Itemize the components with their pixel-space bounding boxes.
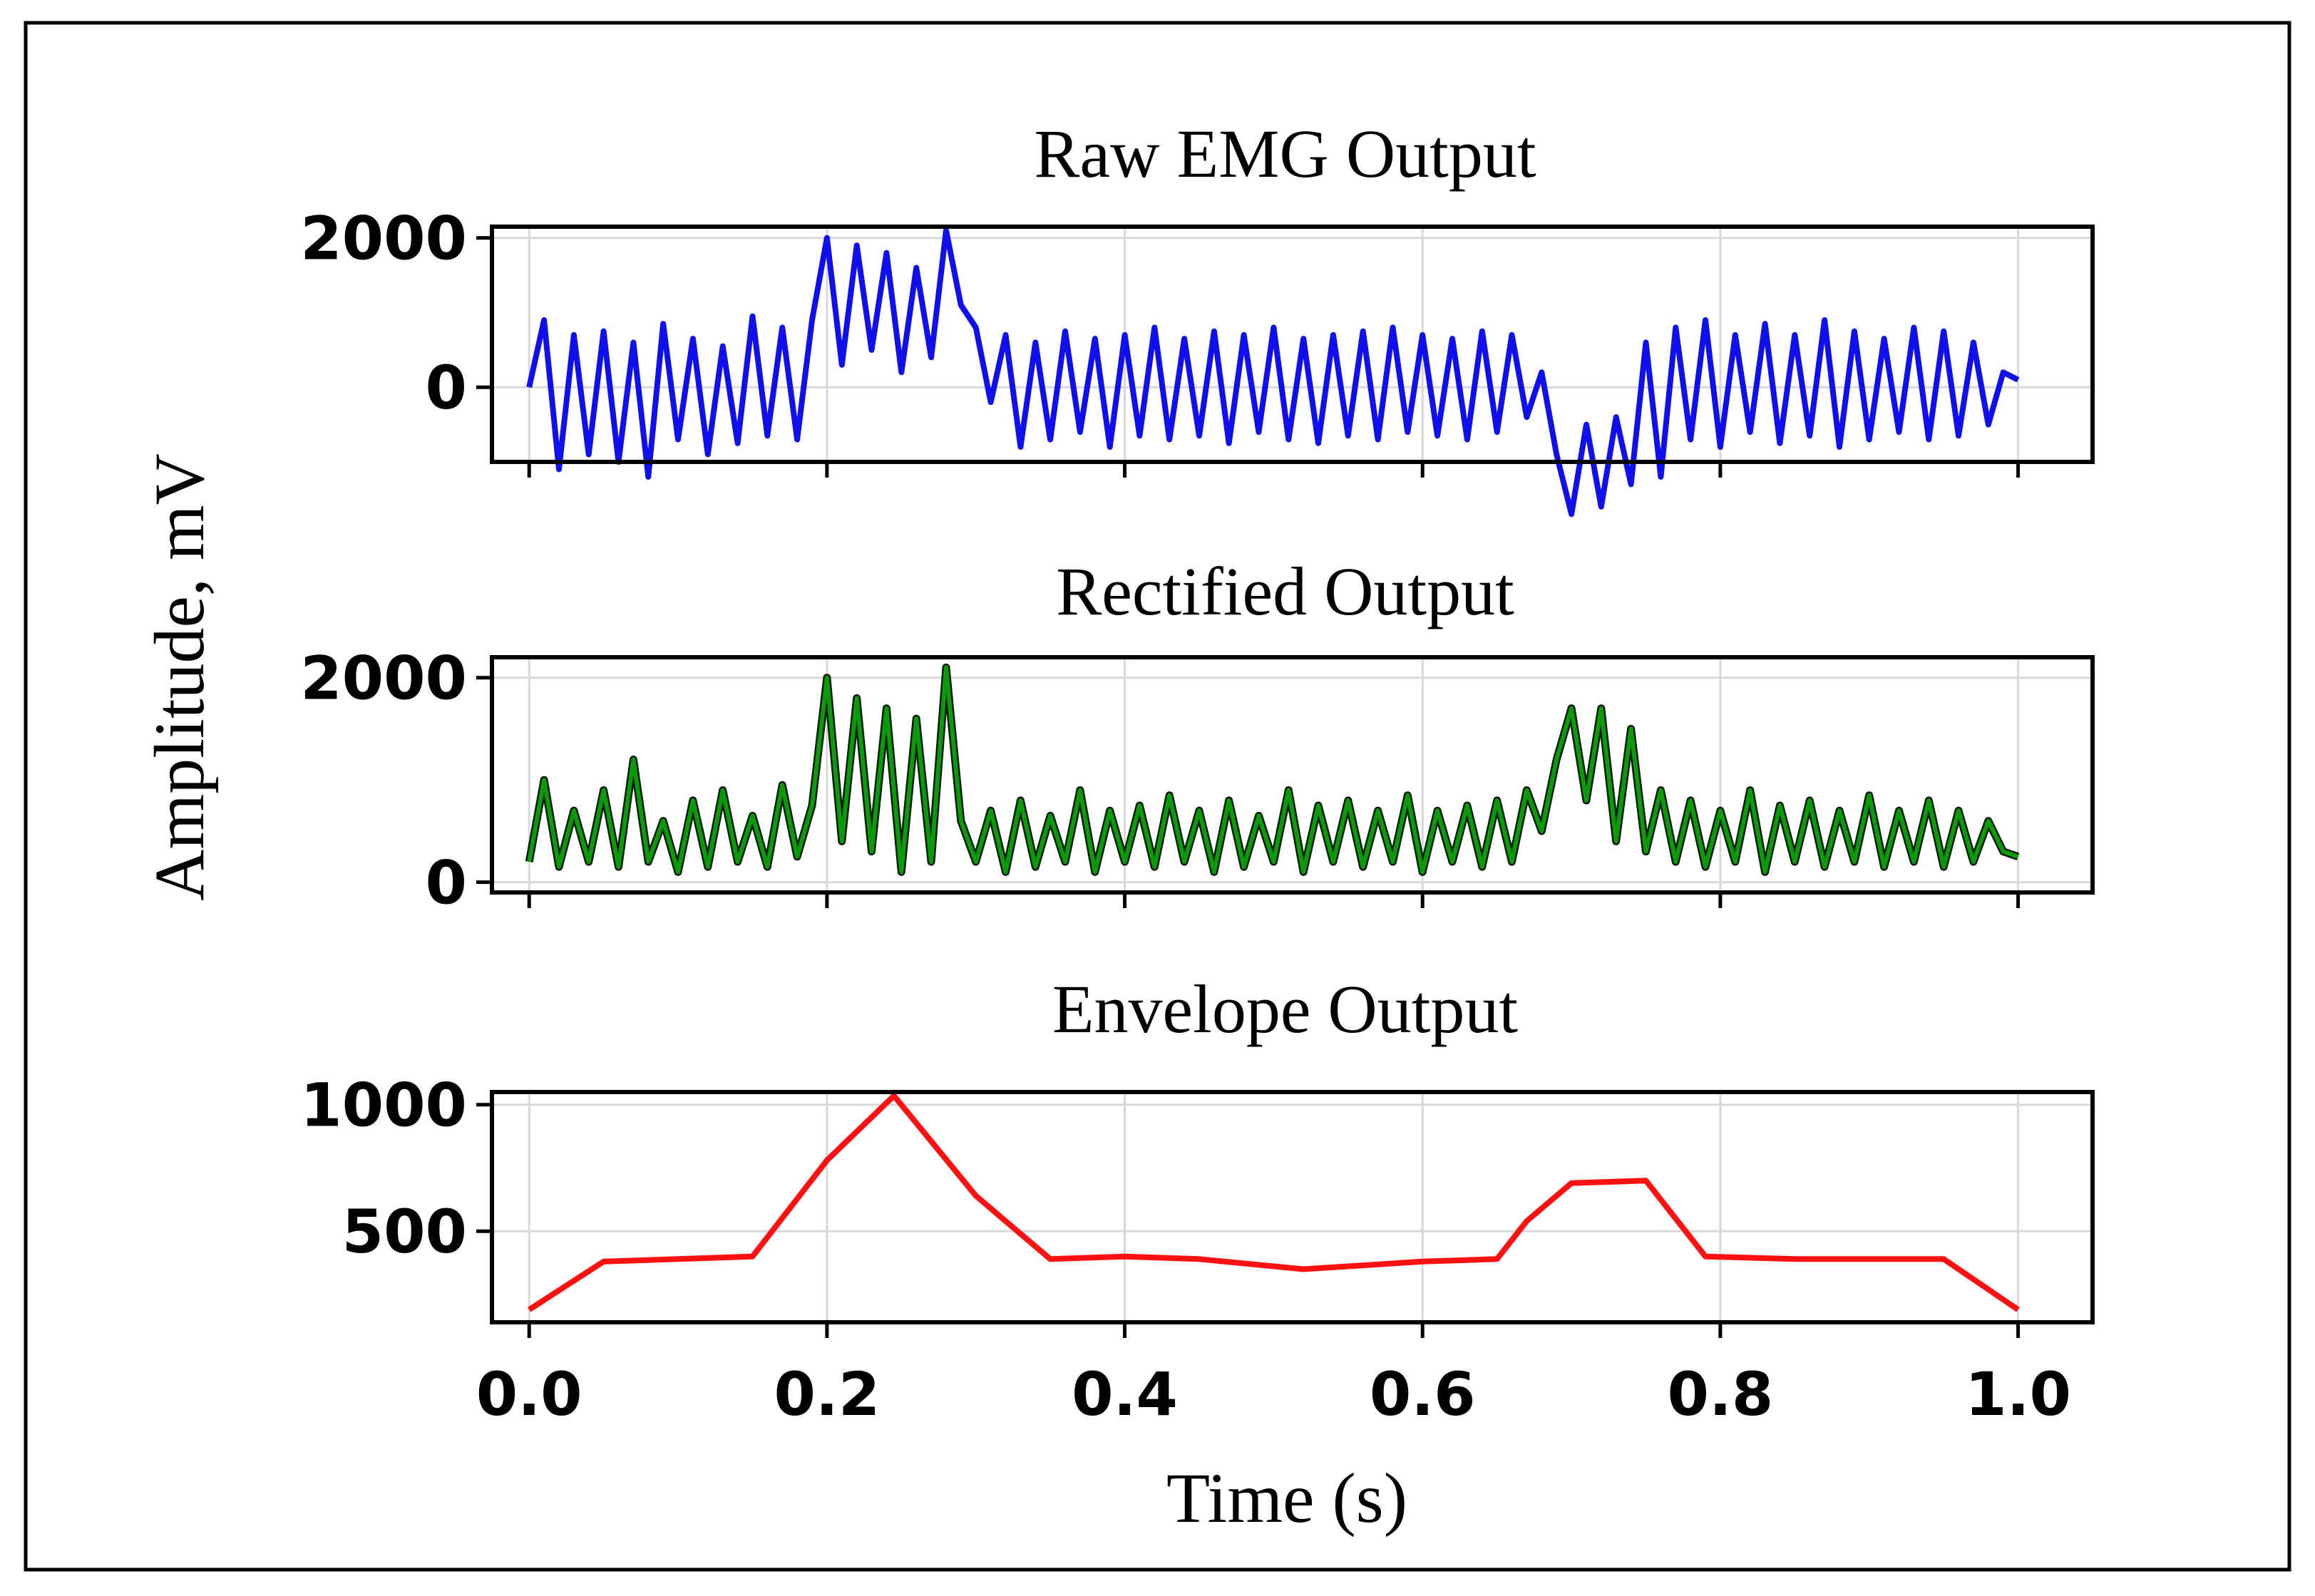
axes-frame — [490, 655, 2095, 895]
y-tick-label: 1000 — [300, 1071, 467, 1141]
x-tick-label: 1.0 — [1965, 1359, 2071, 1429]
panel-title: Raw EMG Output — [1035, 115, 1536, 192]
y-tick-label: 500 — [342, 1197, 467, 1267]
x-axis-label: Time (s) — [1166, 1458, 1407, 1538]
y-tick-label: 0 — [426, 848, 467, 918]
panel-title: Envelope Output — [1052, 971, 1519, 1047]
x-tick-label: 0.2 — [774, 1359, 880, 1429]
x-tick-label: 0.8 — [1668, 1359, 1774, 1429]
figure-frame — [24, 21, 2291, 1572]
axes-frame — [490, 1090, 2095, 1324]
y-axis-label: Amplitude, mV — [140, 453, 219, 901]
x-tick-label: 0.6 — [1370, 1359, 1476, 1429]
panel-raw-emg: 0 2000 Raw EMG Output — [300, 115, 2095, 518]
panel-envelope: 0.0 0.2 0.4 0.6 0.8 1.0 500 1000 Envelope Output — [300, 971, 2095, 1429]
series-line — [526, 227, 2020, 518]
axes-frame — [490, 225, 2095, 464]
series-line — [528, 1093, 2020, 1312]
panel-title: Rectified Output — [1056, 553, 1514, 629]
y-tick-label: 0 — [426, 353, 467, 423]
y-tick-label: 2000 — [300, 644, 467, 714]
x-tick-label: 0.4 — [1072, 1359, 1178, 1429]
x-tick-label: 0.0 — [476, 1359, 582, 1429]
series-line — [527, 665, 2019, 875]
panel-rectified: 0 2000 Rectified Output — [300, 553, 2095, 918]
y-tick-label: 2000 — [300, 204, 467, 274]
